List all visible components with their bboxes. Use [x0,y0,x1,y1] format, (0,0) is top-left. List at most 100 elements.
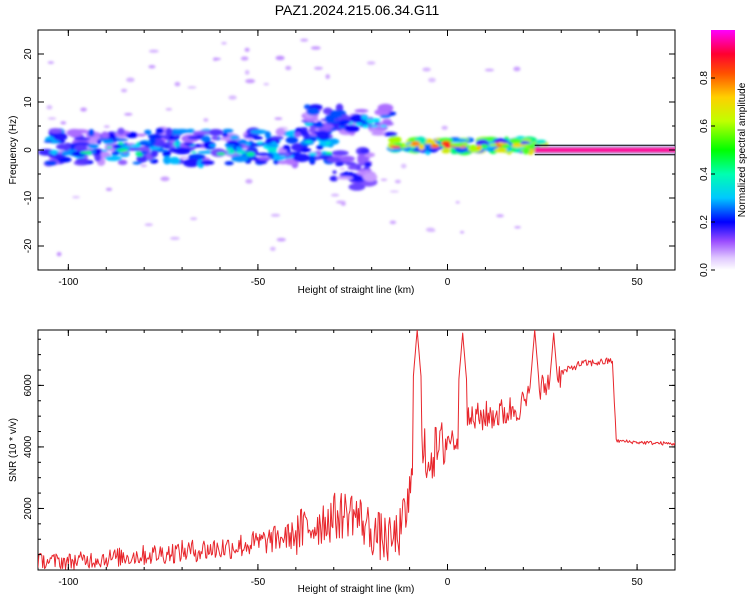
heatmap-speckle [285,65,292,71]
heatmap-speckle [144,223,153,227]
heatmap-speckle [394,179,401,184]
heatmap-core [354,122,363,126]
heatmap-blob [377,103,394,113]
heatmap-blob [264,131,271,139]
heatmap-speckle [422,67,431,72]
heatmap-speckle [441,125,448,130]
heatmap-core [140,150,148,155]
heatmap-blob [173,128,190,134]
heatmap-core [257,141,263,145]
snr-xtick-label: -50 [251,577,266,588]
heatmap-core [361,114,368,121]
heatmap-blob [383,131,398,137]
spectrogram-ytick-label: 10 [23,96,34,108]
heatmap-core [129,144,142,148]
heatmap-blob [314,150,322,154]
heatmap-core [317,121,322,125]
snr-ytick-label: 4000 [23,435,34,458]
heatmap-core [497,142,505,146]
heatmap-speckle [496,214,504,218]
heatmap-speckle [103,125,110,128]
spectrogram-xtick-label: 50 [632,277,644,288]
heatmap-blob [509,138,522,145]
heatmap-blob [316,144,324,150]
heatmap-speckle [203,118,209,122]
heatmap-blob [452,138,468,143]
heatmap-speckle [80,107,87,112]
heatmap-blob [235,146,243,151]
colorbar-label: Normalized spectral amplitude [737,82,748,217]
heatmap-blob [371,131,386,136]
heatmap-speckle [140,164,147,168]
heatmap-blob [222,128,234,134]
heatmap-core [379,114,391,119]
heatmap-blob [254,160,267,165]
heatmap-core [444,144,452,149]
heatmap-blob [522,147,530,155]
heatmap-core [226,140,239,145]
colorbar-tick-label: 0.4 [699,167,710,181]
heatmap-blob [38,148,55,156]
heatmap-blob [335,161,344,167]
heatmap-blob [74,144,88,151]
heatmap-core [364,161,372,167]
heatmap-speckle [400,163,407,169]
heatmap-core [216,152,226,156]
heatmap-core [476,144,482,151]
heatmap-speckle [47,61,55,64]
heatmap-core [101,149,108,152]
heatmap-core [235,150,247,155]
heatmap-core [430,143,440,149]
heatmap-blob [231,154,249,163]
heatmap-core [209,144,216,147]
heatmap-core [271,151,279,155]
heatmap-speckle [120,88,128,93]
heatmap-blob [187,136,203,140]
heatmap-core [304,140,313,144]
heatmap-blob [275,127,286,137]
heatmap-core [325,141,331,145]
heatmap-core [276,152,288,156]
heatmap-speckle [263,82,270,86]
heatmap-core [106,146,113,149]
heatmap-blob [299,127,308,131]
heatmap-blob [327,156,343,163]
heatmap-speckle [339,167,346,171]
heatmap-blob [55,143,72,150]
heatmap-blob [150,149,158,158]
spectrogram-ytick-label: 0 [23,147,34,153]
spectrogram-heatmap [38,38,675,257]
heatmap-blob [303,117,320,122]
heatmap-core [111,151,120,155]
heatmap-speckle [124,113,133,116]
heatmap-speckle [160,176,170,182]
heatmap-speckle [60,121,67,125]
heatmap-speckle [148,65,156,69]
heatmap-core [339,119,351,125]
heatmap-steady-band [534,147,675,153]
heatmap-blob [74,137,91,141]
heatmap-core [400,145,409,148]
heatmap-core [173,142,180,146]
heatmap-core [469,144,478,148]
heatmap-blob [301,130,309,136]
heatmap-blob [339,155,355,162]
spectrogram-xtick-label: 0 [445,277,451,288]
heatmap-core [353,163,366,166]
heatmap-core [225,147,234,152]
heatmap-speckle [187,86,197,89]
heatmap-core [51,149,57,156]
heatmap-blob [117,127,125,136]
heatmap-blob [256,152,272,156]
snr-ytick-label: 6000 [23,374,34,397]
colorbar: 0.0 0.2 0.4 0.6 0.8 Normalized spectral ampl… [699,30,748,277]
heatmap-speckle [314,66,323,70]
snr-panel: -100 -50 0 50 2000 4000 6000 Height of straigh… [8,329,676,595]
heatmap-core [347,165,358,170]
heatmap-blob [87,129,95,137]
heatmap-speckle [245,179,253,184]
heatmap-core [362,124,369,129]
colorbar-tick-label: 0.6 [699,119,710,133]
heatmap-blob [48,128,63,134]
